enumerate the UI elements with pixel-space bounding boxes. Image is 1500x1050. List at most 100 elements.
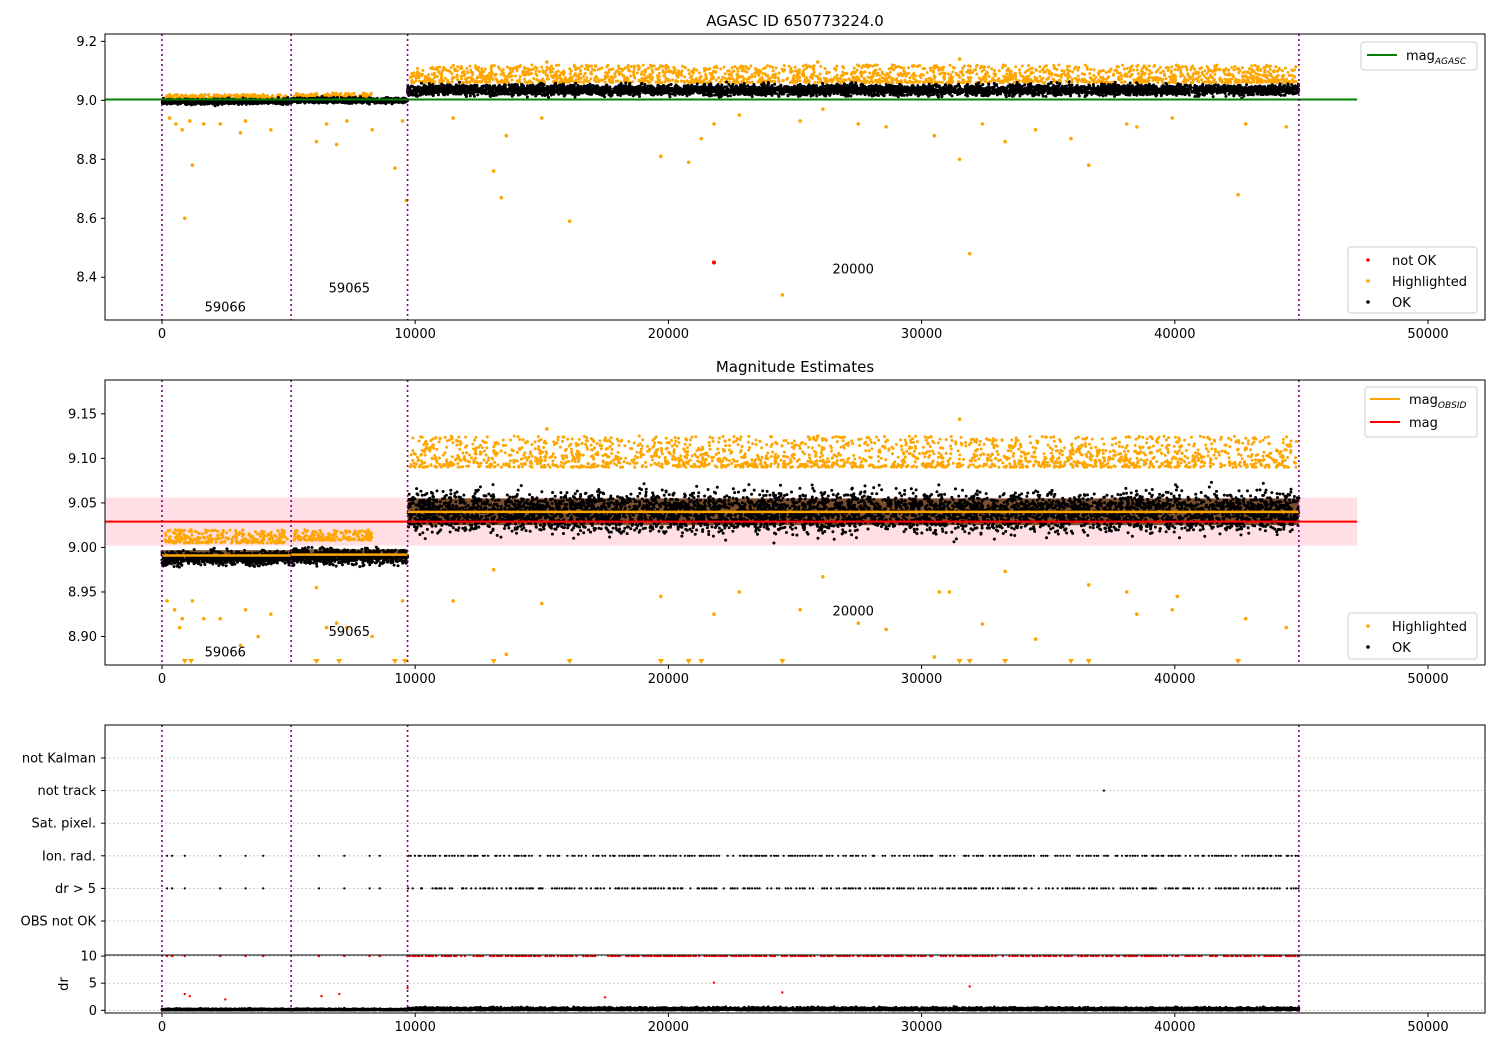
highlighted-point bbox=[1011, 77, 1015, 81]
ok-point bbox=[219, 100, 223, 104]
highlighted-point bbox=[1059, 74, 1063, 78]
highlighted-point bbox=[1036, 79, 1040, 83]
highlighted-point bbox=[555, 77, 559, 81]
highlighted-point bbox=[576, 74, 580, 78]
highlighted-point bbox=[958, 70, 962, 74]
highlighted-point bbox=[874, 68, 878, 72]
highlighted-point bbox=[714, 78, 718, 82]
highlighted-point bbox=[780, 67, 784, 71]
ok-point bbox=[197, 100, 201, 104]
highlighted-point bbox=[859, 74, 863, 78]
highlighted-point bbox=[635, 71, 639, 75]
highlighted-point bbox=[834, 68, 838, 72]
highlighted-point bbox=[471, 73, 475, 77]
highlighted-point bbox=[883, 80, 887, 84]
highlighted-point bbox=[863, 70, 867, 74]
highlighted-point bbox=[658, 78, 662, 82]
highlighted-point bbox=[1160, 80, 1164, 84]
highlighted-point bbox=[456, 65, 460, 69]
highlighted-point bbox=[1223, 77, 1227, 81]
ok-point bbox=[251, 101, 255, 105]
highlighted-point bbox=[708, 67, 712, 71]
highlighted-point bbox=[649, 65, 653, 69]
highlighted-point bbox=[1066, 71, 1070, 75]
highlighted-point bbox=[1252, 75, 1256, 79]
highlighted-point bbox=[1020, 64, 1024, 68]
highlighted-point bbox=[1149, 76, 1153, 80]
highlighted-point bbox=[1186, 72, 1190, 76]
highlighted-point bbox=[508, 71, 512, 75]
highlighted-point bbox=[1184, 78, 1188, 82]
highlighted-point bbox=[598, 78, 602, 82]
highlighted-point bbox=[1280, 69, 1284, 73]
highlighted-point bbox=[969, 76, 973, 80]
highlighted-point bbox=[1120, 77, 1124, 81]
highlighted-point bbox=[574, 78, 578, 82]
highlighted-point bbox=[824, 77, 828, 81]
highlighted-point bbox=[619, 67, 623, 71]
highlighted-point bbox=[781, 79, 785, 83]
highlighted-point bbox=[450, 76, 454, 80]
highlighted-point bbox=[1076, 74, 1080, 78]
highlighted-point bbox=[1240, 66, 1244, 70]
highlighted-point bbox=[535, 78, 539, 82]
highlighted-point bbox=[537, 70, 541, 74]
highlighted-point bbox=[194, 94, 198, 98]
ok-point bbox=[377, 100, 381, 104]
highlighted-point bbox=[671, 78, 675, 82]
highlighted-point bbox=[1268, 72, 1272, 76]
highlighted-point bbox=[1258, 73, 1262, 77]
highlighted-point bbox=[896, 79, 900, 83]
highlighted-point bbox=[1151, 78, 1155, 82]
highlighted-point bbox=[918, 64, 922, 68]
highlighted-point bbox=[1194, 70, 1198, 74]
highlighted-point bbox=[254, 95, 258, 99]
highlighted-point bbox=[1276, 73, 1280, 77]
highlighted-point bbox=[424, 80, 428, 84]
ok-point bbox=[367, 102, 371, 106]
highlighted-point bbox=[1286, 70, 1290, 74]
highlighted-point bbox=[835, 64, 839, 68]
highlighted-point bbox=[587, 79, 591, 83]
highlighted-point bbox=[1005, 68, 1009, 72]
highlighted-point bbox=[460, 71, 464, 75]
highlighted-point bbox=[492, 64, 496, 68]
highlighted-point bbox=[641, 63, 645, 67]
highlighted-point bbox=[172, 94, 176, 98]
highlighted-point bbox=[1234, 77, 1238, 81]
highlighted-point bbox=[1038, 75, 1042, 79]
highlighted-point bbox=[166, 93, 170, 97]
highlighted-point bbox=[614, 79, 618, 83]
highlighted-point bbox=[456, 78, 460, 82]
highlighted-point bbox=[813, 81, 817, 85]
highlighted-point bbox=[807, 64, 811, 68]
highlighted-point bbox=[1232, 68, 1236, 72]
highlighted-point bbox=[441, 79, 445, 83]
highlighted-point bbox=[1008, 75, 1012, 79]
highlighted-point bbox=[1060, 69, 1064, 73]
highlighted-point bbox=[788, 80, 792, 84]
highlighted-point bbox=[757, 73, 761, 77]
highlighted-point bbox=[943, 76, 947, 80]
highlighted-point bbox=[702, 79, 706, 83]
ok-point bbox=[215, 100, 219, 104]
highlighted-point bbox=[796, 74, 800, 78]
highlighted-point bbox=[690, 77, 694, 81]
highlighted-point bbox=[680, 73, 684, 77]
highlighted-point bbox=[534, 72, 538, 76]
highlighted-point bbox=[940, 71, 944, 75]
highlighted-point bbox=[506, 65, 510, 69]
highlighted-point bbox=[579, 69, 583, 73]
highlighted-point bbox=[450, 80, 454, 84]
highlighted-point bbox=[462, 74, 466, 78]
highlighted-point bbox=[586, 68, 590, 72]
highlighted-point bbox=[585, 76, 589, 80]
highlighted-point bbox=[642, 73, 646, 77]
highlighted-point bbox=[959, 81, 963, 85]
highlighted-point bbox=[1200, 66, 1204, 70]
highlighted-point bbox=[1218, 68, 1222, 72]
highlighted-point bbox=[686, 68, 690, 72]
highlighted-point bbox=[985, 70, 989, 74]
highlighted-point bbox=[566, 79, 570, 83]
highlighted-point bbox=[1027, 64, 1031, 68]
